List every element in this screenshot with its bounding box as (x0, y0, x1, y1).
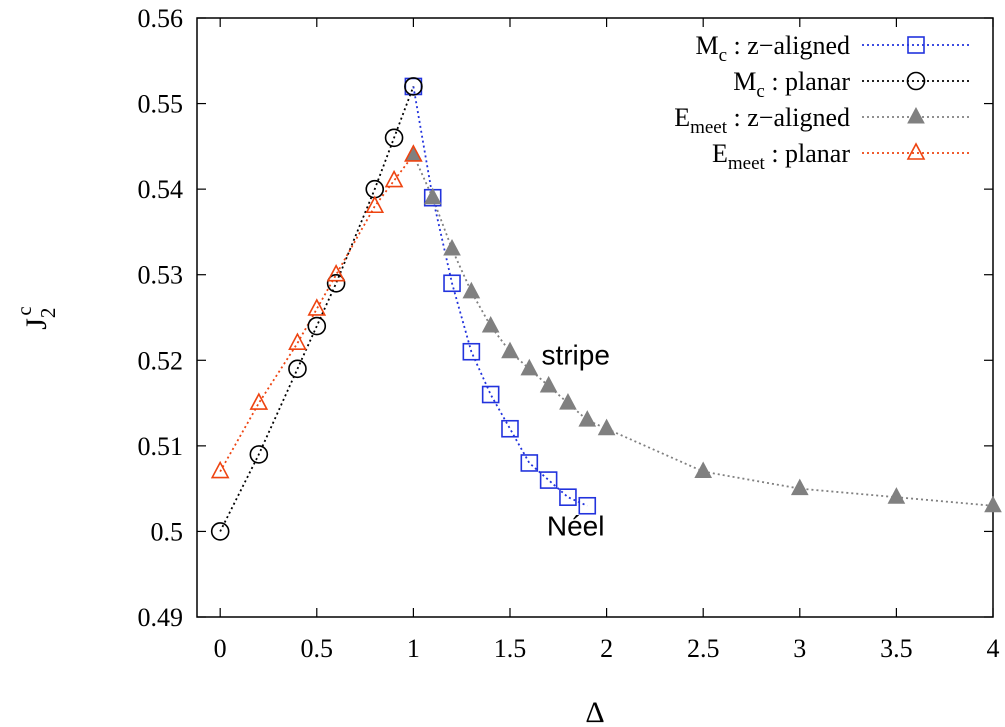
series-2-point (384, 128, 404, 148)
y-tick-label: 0.51 (138, 432, 184, 461)
y-tick-label: 0.53 (138, 261, 184, 290)
series-line-4 (219, 154, 415, 472)
series-4-point (307, 298, 327, 316)
series-2-point (307, 316, 327, 336)
series-1-point (501, 419, 519, 438)
legend-marker-3 (907, 106, 925, 124)
x-tick-label: 2.5 (687, 634, 720, 663)
series-3-point (501, 341, 519, 359)
x-tick-label: 0 (214, 634, 227, 663)
legend-marker-4 (906, 142, 926, 160)
series-3-point (404, 144, 423, 162)
y-tick-label: 0.54 (138, 175, 184, 204)
series-1-point (443, 274, 461, 293)
series-4-point (384, 169, 404, 188)
series-2-point (288, 359, 307, 379)
series-1-point (481, 385, 500, 404)
series-4-point (404, 144, 423, 162)
series-4-point (326, 264, 346, 282)
legend-marker-1 (907, 36, 925, 54)
legend-label-4: Emeet : planar (712, 139, 850, 174)
series-3-point (462, 281, 481, 299)
x-tick-label: 4 (987, 634, 1000, 663)
series-2-point (210, 522, 230, 541)
y-tick-label: 0.52 (138, 346, 184, 375)
series-3-point (578, 410, 597, 427)
x-tick-label: 1 (407, 634, 420, 663)
x-tick-label: 1.5 (494, 634, 527, 663)
series-3-point (481, 315, 500, 333)
series-1-point (559, 488, 577, 507)
series-line-1 (412, 86, 588, 507)
series-markers (210, 77, 1002, 541)
legend-label-2: Mc : planar (733, 67, 850, 102)
series-3-point (559, 393, 577, 410)
x-tick-label: 3.5 (880, 634, 913, 663)
x-tick-label: 2 (600, 634, 613, 663)
series-3-point (694, 461, 713, 479)
series-3-point (887, 487, 906, 504)
series-3-point (423, 187, 442, 205)
annotations: stripe Néel (541, 340, 609, 542)
series-4-point (210, 460, 230, 479)
plot-frame (196, 17, 994, 618)
series-3-point (984, 495, 1002, 513)
x-axis-title: Δ (585, 696, 604, 727)
y-tick-label: 0.5 (151, 517, 184, 546)
series-3-point (539, 375, 558, 393)
series-2-point (404, 77, 423, 96)
y-tick-label: 0.56 (138, 4, 184, 33)
series-1-point (520, 454, 539, 472)
legend-label-3: Emeet : z−aligned (674, 103, 850, 138)
axis-ticks: 0 0.5 1 1.5 2 2.5 3 3.5 40.490.50.510.520.530.54… (138, 4, 1000, 663)
series-1-point (578, 496, 597, 515)
y-tick-label: 0.55 (138, 90, 184, 119)
series-4-point (249, 392, 269, 410)
series-2-point (326, 273, 346, 293)
series-3-point (443, 238, 461, 256)
series-3-point (790, 478, 809, 496)
axis-titles: Δ J2c (12, 306, 605, 727)
legend-marker-2 (906, 71, 926, 91)
series-4-point (288, 332, 307, 350)
x-tick-label: 0.5 (301, 634, 334, 663)
series-line-3 (412, 154, 994, 507)
series-line-2 (219, 86, 415, 532)
y-tick-label: 0.49 (138, 603, 184, 632)
phase-label-2: Néel (547, 511, 605, 542)
series-4-point (365, 195, 385, 214)
y-axis-title: J2c (12, 306, 60, 330)
x-tick-label: 3 (793, 634, 806, 663)
series-1-point (462, 342, 481, 361)
phase-label-1: stripe (541, 340, 609, 371)
legend-label-1: Mc : z−aligned (695, 31, 850, 66)
series-1-point (539, 471, 558, 489)
series-2-point (249, 445, 269, 464)
series-3-point (520, 358, 539, 376)
series-3-point (597, 418, 616, 436)
